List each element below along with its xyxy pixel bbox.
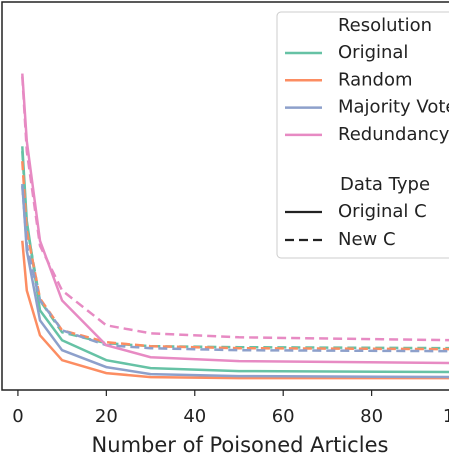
plot-frame [1, 1, 449, 391]
data-line [21, 161, 449, 351]
x-tick-label: 60 [272, 406, 295, 427]
data-line [21, 240, 449, 380]
x-tick-label: 20 [95, 406, 118, 427]
data-line [21, 186, 449, 353]
legend-label: Redundancy [338, 124, 449, 145]
data-line [21, 76, 449, 342]
legend-label: Original [338, 42, 408, 63]
legend-title: Resolution [338, 15, 432, 36]
x-tick-label: 80 [360, 406, 383, 427]
legend-box [276, 11, 449, 259]
legend: Resolution Original Random Majority Vote Red… [276, 11, 449, 259]
legend-title: Data Type [340, 174, 430, 195]
legend-label: Original C [338, 201, 427, 222]
legend-label: Random [338, 69, 413, 90]
data-line [21, 184, 449, 379]
x-tick-label: 0 [12, 406, 23, 427]
x-tick-label: 40 [183, 406, 206, 427]
legend-label: New C [338, 229, 396, 250]
x-tick-label: 100 [443, 406, 449, 427]
data-line [21, 73, 449, 365]
x-axis-label: Number of Poisoned Articles [92, 433, 389, 457]
legend-label: Majority Vote [338, 97, 449, 118]
